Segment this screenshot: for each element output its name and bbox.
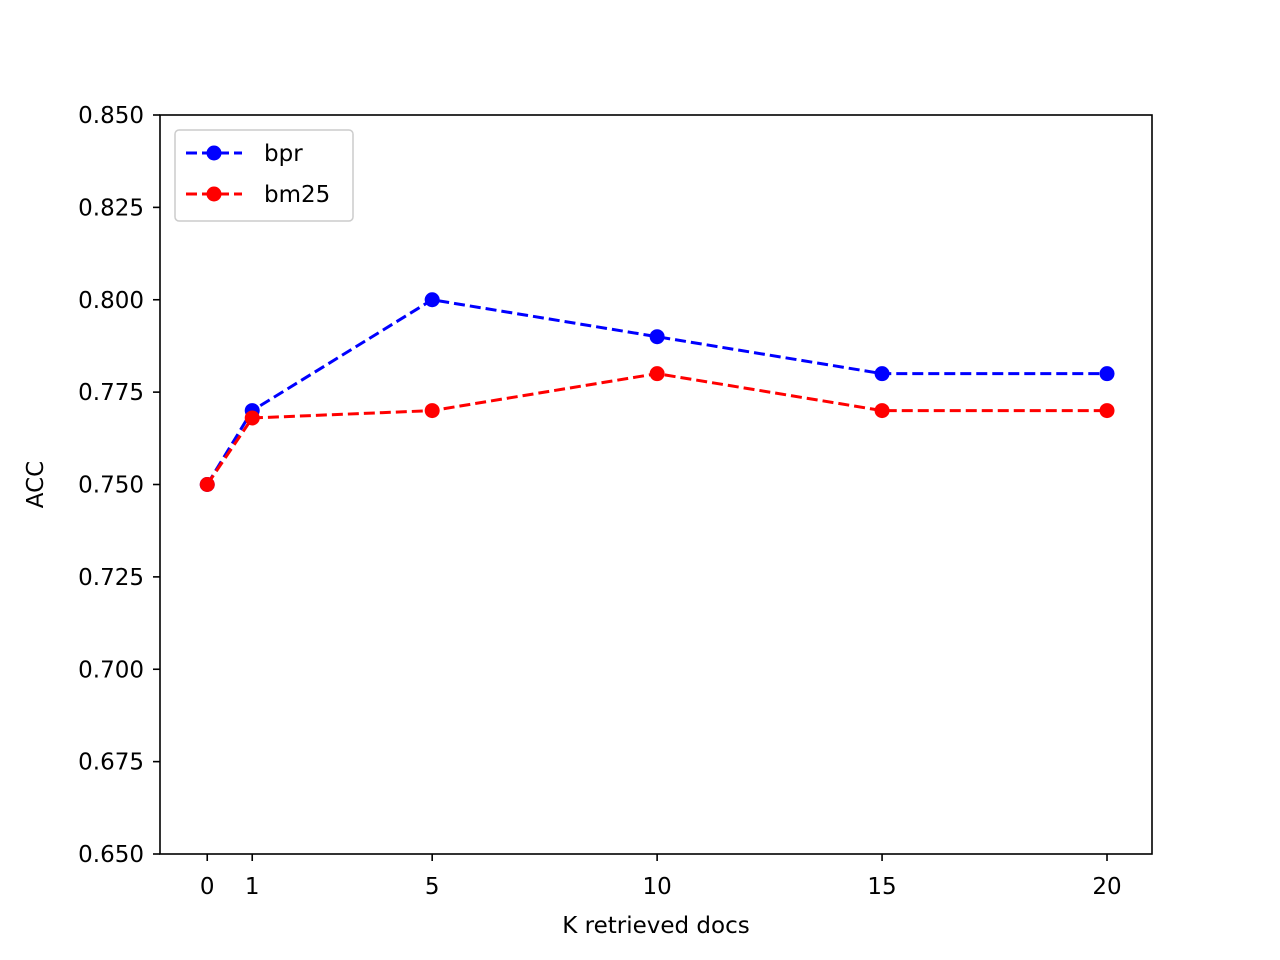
x-tick-label: 20 [1092, 874, 1121, 900]
x-tick-label: 1 [245, 874, 260, 900]
y-tick-label: 0.725 [78, 565, 144, 591]
series-bm25 [199, 366, 1115, 492]
y-tick-label: 0.775 [78, 380, 144, 406]
y-tick-label: 0.850 [78, 103, 144, 129]
plot-area-frame [159, 114, 1153, 855]
legend-marker [206, 145, 222, 161]
series-layer [199, 292, 1115, 492]
data-point [1099, 403, 1115, 419]
data-point [244, 410, 260, 426]
y-tick-label: 0.800 [78, 288, 144, 314]
x-tick-label: 5 [425, 874, 440, 900]
data-point [1099, 366, 1115, 382]
data-point [874, 403, 890, 419]
y-tick-label: 0.825 [78, 195, 144, 221]
legend-item-bm25: bm25 [186, 182, 330, 208]
x-tick-label: 10 [642, 874, 671, 900]
y-tick-label: 0.650 [78, 842, 144, 868]
legend-item-bpr: bpr [186, 141, 303, 167]
y-axis-ticks: 0.650 0.675 0.700 0.725 0.750 0.775 0.800 0.825… [78, 103, 160, 868]
y-tick-label: 0.700 [78, 657, 144, 683]
series-line [205, 298, 1108, 486]
legend-label: bm25 [264, 182, 330, 208]
series-line [205, 372, 1108, 486]
legend-label: bpr [264, 141, 303, 167]
x-axis-ticks: 0 1 5 10 15 20 [200, 854, 1122, 900]
data-point [199, 477, 215, 492]
x-axis-label: K retrieved docs [562, 913, 749, 939]
data-point [649, 366, 665, 382]
data-point [874, 366, 890, 382]
y-axis-label: ACC [23, 461, 49, 508]
y-tick-label: 0.675 [78, 750, 144, 776]
legend-marker [206, 186, 222, 202]
x-tick-label: 15 [867, 874, 896, 900]
data-point [424, 403, 440, 419]
legend: bpr bm25 [174, 129, 354, 222]
x-tick-label: 0 [200, 874, 215, 900]
data-point [649, 329, 665, 345]
data-point [424, 292, 440, 308]
y-tick-label: 0.750 [78, 473, 144, 499]
